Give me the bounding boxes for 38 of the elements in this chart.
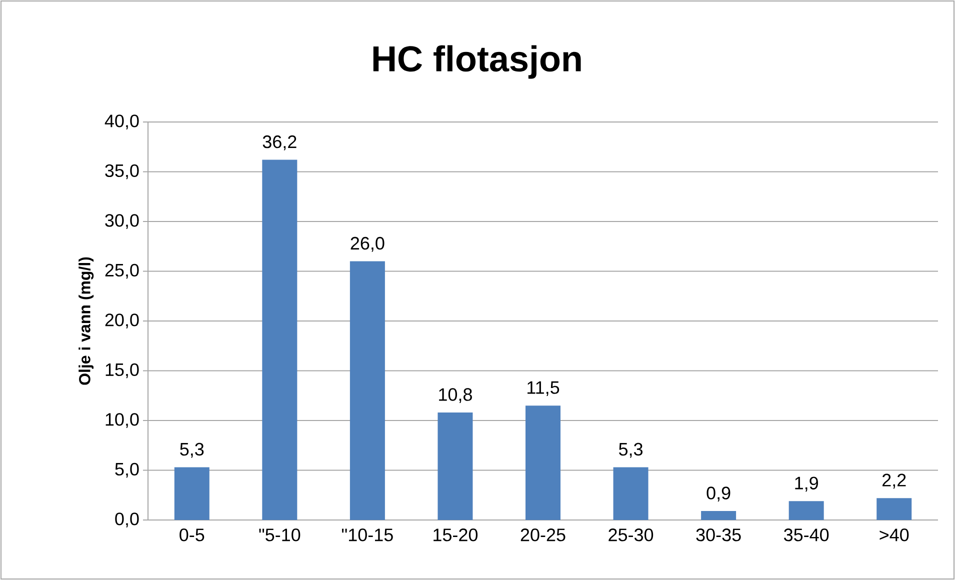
y-tick-label: 25,0 [105, 264, 139, 279]
x-tick-label: >40 [880, 528, 909, 542]
bar [526, 406, 560, 520]
x-tick-label: 0-5 [180, 528, 204, 542]
bar [350, 261, 385, 520]
y-tick-label: 40,0 [104, 114, 139, 130]
chart-title: HC flotasjon [373, 45, 581, 79]
bar [788, 501, 824, 520]
x-tick-label: 30-35 [696, 528, 741, 542]
y-tick-label: 15,0 [106, 363, 139, 378]
data-label: 11,5 [528, 381, 560, 396]
x-tick-label: 35-40 [784, 528, 829, 542]
y-tick-label: 5,0 [115, 462, 139, 478]
y-axis-title: Olje i vann (mg/l) [78, 257, 94, 385]
bar [174, 467, 210, 520]
data-label: 1,9 [795, 476, 818, 492]
y-tick-label: 35,0 [105, 164, 139, 180]
data-label: 5,3 [618, 442, 642, 458]
x-tick-label: "5-10 [259, 528, 300, 542]
y-tick-label: 30,0 [105, 214, 139, 229]
data-label: 2,2 [882, 474, 906, 489]
bar [876, 498, 912, 520]
y-tick-label: 20,0 [105, 314, 139, 328]
data-label: 10,8 [439, 388, 472, 404]
y-tick-label: 0,0 [115, 512, 139, 528]
bar [262, 160, 298, 520]
x-tick-label: "10-15 [342, 528, 393, 542]
data-label: 0,9 [706, 486, 730, 502]
bar [438, 412, 473, 520]
data-label: 36,2 [262, 135, 296, 150]
bar [613, 467, 648, 520]
bar [701, 511, 736, 520]
x-tick-label: 15-20 [434, 528, 478, 542]
y-tick-label: 10,0 [106, 413, 139, 428]
data-label: 5,3 [180, 442, 204, 458]
x-tick-label: 20-25 [520, 528, 566, 542]
x-tick-label: 25-30 [608, 528, 654, 542]
data-label: 26,0 [350, 236, 384, 252]
